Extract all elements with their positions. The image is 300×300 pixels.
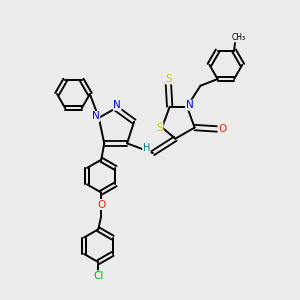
Text: O: O (97, 200, 105, 209)
Text: S: S (165, 74, 172, 84)
Text: S: S (156, 123, 163, 133)
Text: N: N (113, 100, 121, 110)
Text: H: H (143, 142, 150, 153)
Text: N: N (92, 111, 100, 122)
Text: O: O (218, 124, 226, 134)
Text: CH₃: CH₃ (232, 33, 246, 42)
Text: Cl: Cl (93, 271, 104, 281)
Text: N: N (185, 100, 193, 110)
